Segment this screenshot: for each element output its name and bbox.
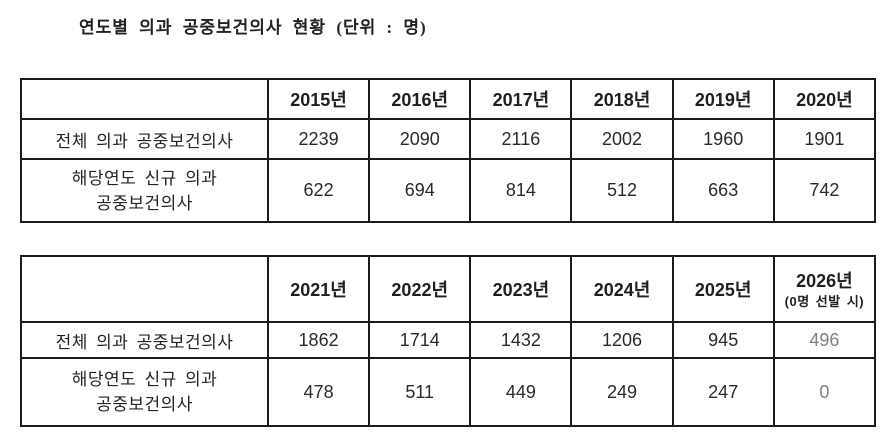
table2-corner-cell <box>20 255 269 323</box>
table2-new-row: 해당연도 신규 의과 공중보건의사 478 511 449 249 247 0 <box>20 357 877 427</box>
year-header-2022: 2022년 <box>368 255 472 323</box>
value-cell: 2002 <box>570 118 674 160</box>
table2-total-row: 전체 의과 공중보건의사 1862 1714 1432 1206 945 496 <box>20 321 877 359</box>
year-header-2025: 2025년 <box>671 255 775 323</box>
row-label-line1: 해당연도 신규 의과 <box>71 370 218 389</box>
table-2015-2020: 2015년 2016년 2017년 2018년 2019년 2020년 전체 의… <box>20 78 877 223</box>
year-header-2023: 2023년 <box>469 255 573 323</box>
value-cell: 511 <box>368 357 472 427</box>
value-cell: 1714 <box>368 321 472 359</box>
year-header-2026-note: (0명 선발 시) <box>784 293 865 309</box>
year-header-2026-main: 2026년 <box>796 270 853 291</box>
year-header-2017: 2017년 <box>469 78 573 120</box>
value-cell: 478 <box>266 357 371 427</box>
year-header-2016: 2016년 <box>368 78 472 120</box>
table1-total-row: 전체 의과 공중보건의사 2239 2090 2116 2002 1960 19… <box>20 118 877 160</box>
value-cell: 814 <box>469 158 573 223</box>
value-cell: 449 <box>469 357 573 427</box>
row-label-line1: 해당연도 신규 의과 <box>71 168 218 188</box>
row-label-total: 전체 의과 공중보건의사 <box>20 321 269 359</box>
value-cell: 2116 <box>469 118 573 160</box>
value-cell: 663 <box>671 158 775 223</box>
value-cell-projected: 0 <box>772 357 877 427</box>
value-cell: 742 <box>772 158 877 223</box>
year-header-2026: 2026년 (0명 선발 시) <box>772 255 877 323</box>
year-header-2018: 2018년 <box>570 78 674 120</box>
value-cell-projected: 496 <box>772 321 877 359</box>
year-header-2019: 2019년 <box>671 78 775 120</box>
value-cell: 249 <box>570 357 674 427</box>
year-header-2015: 2015년 <box>266 78 371 120</box>
value-cell: 945 <box>671 321 775 359</box>
value-cell: 2239 <box>266 118 371 160</box>
year-header-2024: 2024년 <box>570 255 674 323</box>
table1-corner-cell <box>20 78 269 120</box>
value-cell: 1432 <box>469 321 573 359</box>
year-header-2020: 2020년 <box>772 78 877 120</box>
row-label-line2: 공중보건의사 <box>96 193 193 213</box>
year-header-2021: 2021년 <box>266 255 371 323</box>
value-cell: 1862 <box>266 321 371 359</box>
value-cell: 622 <box>266 158 371 223</box>
value-cell: 512 <box>570 158 674 223</box>
table1-header-row: 2015년 2016년 2017년 2018년 2019년 2020년 <box>20 78 877 120</box>
document-title: 연도별 의과 공중보건의사 현황 (단위 : 명) <box>79 18 427 37</box>
value-cell: 694 <box>368 158 472 223</box>
table2-header-row: 2021년 2022년 2023년 2024년 2025년 2026년 (0명 … <box>20 255 877 323</box>
table1-new-row: 해당연도 신규 의과 공중보건의사 622 694 814 512 663 74… <box>20 158 877 223</box>
row-label-line2: 공중보건의사 <box>96 395 193 414</box>
table-2021-2026: 2021년 2022년 2023년 2024년 2025년 2026년 (0명 … <box>20 255 877 427</box>
row-label-new: 해당연도 신규 의과 공중보건의사 <box>20 357 269 427</box>
row-label-total: 전체 의과 공중보건의사 <box>20 118 269 160</box>
value-cell: 1206 <box>570 321 674 359</box>
value-cell: 1960 <box>671 118 775 160</box>
value-cell: 2090 <box>368 118 472 160</box>
value-cell: 1901 <box>772 118 877 160</box>
row-label-new: 해당연도 신규 의과 공중보건의사 <box>20 158 269 223</box>
value-cell: 247 <box>671 357 775 427</box>
